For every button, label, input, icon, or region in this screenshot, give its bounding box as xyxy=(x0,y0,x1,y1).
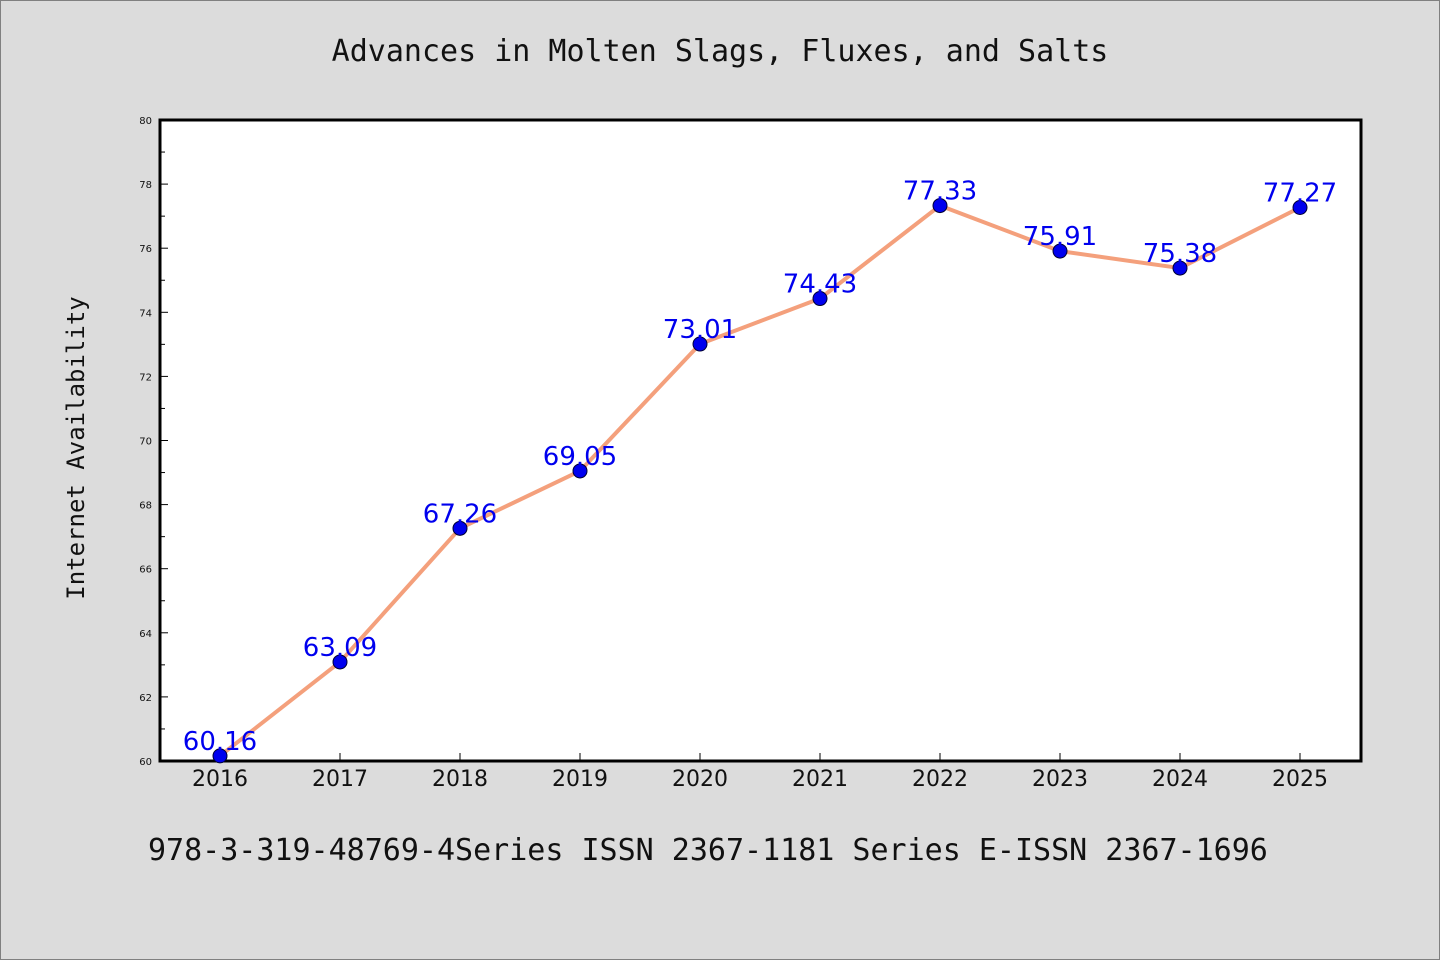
data-point xyxy=(1292,199,1308,215)
x-axis: 2016 2017 2018 2019 2020 2021 2022 2023 2024 2025 xyxy=(192,753,1328,792)
data-point xyxy=(1172,260,1188,276)
data-point xyxy=(1052,243,1068,259)
data-point xyxy=(932,198,948,214)
data-label: 73.01 xyxy=(663,315,737,345)
y-tick-label: 64 xyxy=(139,629,152,640)
data-label: 69.05 xyxy=(543,442,617,472)
y-tick-label: 68 xyxy=(139,501,152,512)
x-tick-label: 2025 xyxy=(1272,767,1328,792)
x-tick-label: 2024 xyxy=(1152,767,1208,792)
x-tick-label: 2022 xyxy=(912,767,968,792)
x-tick-label: 2018 xyxy=(432,767,488,792)
data-label: 75.38 xyxy=(1143,239,1217,269)
data-point xyxy=(572,463,588,479)
data-series: 60.16 63.09 67.26 69.05 73.01 74.43 77.33 75.91… xyxy=(183,177,1337,764)
y-tick-label: 78 xyxy=(139,180,152,191)
y-tick-label: 76 xyxy=(139,244,152,255)
y-tick-label: 60 xyxy=(139,757,152,768)
data-label: 75.91 xyxy=(1023,222,1097,252)
x-tick-label: 2020 xyxy=(672,767,728,792)
series-line xyxy=(218,203,1302,758)
x-tick-label: 2016 xyxy=(192,767,248,792)
data-label: 77.33 xyxy=(903,177,977,207)
x-tick-label: 2023 xyxy=(1032,767,1088,792)
y-tick-label: 66 xyxy=(139,565,152,576)
data-point xyxy=(332,654,348,670)
y-tick-label: 70 xyxy=(139,437,152,448)
data-label: 77.27 xyxy=(1263,178,1337,208)
footer-isbn-text: 978-3-319-48769-4Series ISSN 2367-1181 S… xyxy=(148,833,1268,868)
data-point xyxy=(692,336,708,352)
y-tick-label: 62 xyxy=(139,693,152,704)
chart-title: Advances in Molten Slags, Fluxes, and Sa… xyxy=(331,34,1109,69)
y-axis: 60 62 64 66 68 70 72 74 76 78 80 xyxy=(139,116,168,768)
plot-area xyxy=(158,118,1363,763)
data-point xyxy=(812,291,828,307)
y-tick-label: 80 xyxy=(139,116,152,127)
data-label: 63.09 xyxy=(303,633,377,663)
x-tick-label: 2019 xyxy=(552,767,608,792)
y-tick-label: 74 xyxy=(139,308,152,319)
x-tick-label: 2021 xyxy=(792,767,848,792)
data-point xyxy=(452,520,468,536)
data-point xyxy=(212,748,228,764)
data-label: 60.16 xyxy=(183,727,257,757)
y-tick-label: 72 xyxy=(139,372,152,383)
data-label: 74.43 xyxy=(783,270,857,300)
x-tick-label: 2017 xyxy=(312,767,368,792)
data-label: 67.26 xyxy=(423,499,497,529)
